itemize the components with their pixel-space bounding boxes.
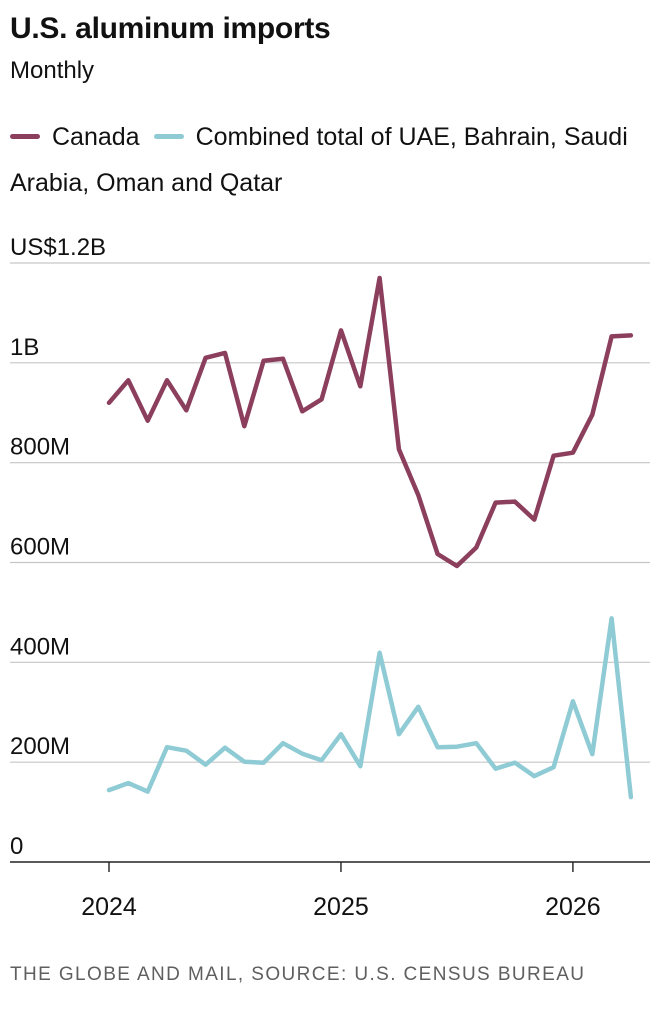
y-tick-label: 600M — [10, 534, 70, 561]
y-tick-label: 200M — [10, 733, 70, 760]
legend: Canada Combined total of UAE, Bahrain, Sa… — [10, 114, 650, 206]
y-tick-label: 0 — [10, 833, 23, 860]
series-line-canada — [106, 275, 634, 569]
legend-swatch-canada — [10, 133, 40, 139]
legend-label-canada: Canada — [52, 123, 140, 151]
x-axis: 2024 2025 2026 — [10, 861, 650, 921]
line-chart: 0 200M 400M 600M 800M 1B US$1.2B 2024 2025 2026 — [10, 234, 650, 921]
chart-title: U.S. aluminum imports — [10, 12, 331, 45]
y-tick-label: 800M — [10, 434, 70, 461]
legend-item-gulf: Combined total of UAE, Bahrain, Saudi Ar… — [10, 123, 628, 197]
legend-swatch-gulf — [153, 133, 184, 139]
series-line-gulf-states — [106, 616, 634, 800]
y-tick-label: US$1.2B — [10, 234, 106, 261]
chart-subtitle: Monthly — [10, 57, 95, 84]
legend-item-canada: Canada — [10, 123, 140, 151]
y-tick-label: 1B — [10, 334, 39, 361]
legend-label-gulf: Combined total of UAE, Bahrain, Saudi Ar… — [10, 123, 628, 197]
series-lines — [106, 275, 634, 800]
grid-lines — [10, 262, 650, 763]
x-tick-label: 2026 — [545, 893, 601, 921]
y-tick-label: 400M — [10, 633, 70, 660]
x-tick-label: 2024 — [81, 893, 137, 921]
y-axis-labels: 0 200M 400M 600M 800M 1B US$1.2B — [10, 234, 106, 860]
x-tick-label: 2025 — [313, 893, 369, 921]
source-note: THE GLOBE AND MAIL, SOURCE: U.S. CENSUS … — [10, 964, 586, 985]
